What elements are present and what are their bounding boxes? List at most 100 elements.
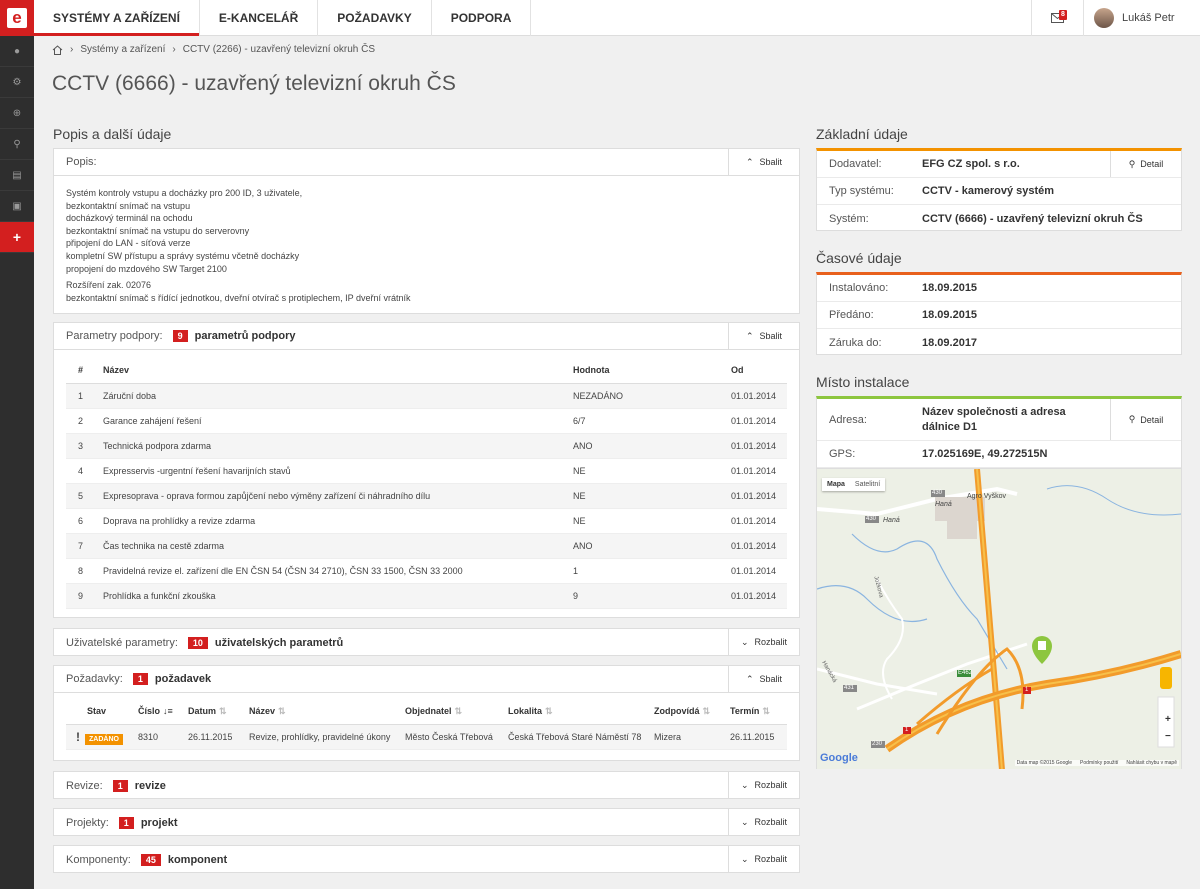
popis-label: Popis:	[66, 156, 97, 168]
book-icon[interactable]: ▤	[0, 160, 34, 191]
nav-podpora[interactable]: Podpora	[432, 0, 532, 36]
nav-systemy[interactable]: Systémy a zařízení	[34, 0, 200, 36]
zoom-in-button[interactable]: +	[1165, 714, 1171, 725]
sort-icon: ⇅	[454, 705, 463, 716]
breadcrumb-parent[interactable]: Systémy a zařízení	[80, 44, 166, 55]
komponenty-count-label: komponent	[167, 853, 228, 866]
pozadavky-panel: Požadavky: 1 požadavek ⌃ Sbalit Stav Čísl…	[53, 665, 800, 761]
description-line: Systém kontroly vstupu a docházky pro 20…	[66, 188, 303, 198]
table-cell: 01.01.2014	[731, 558, 787, 584]
card-icon[interactable]: ▣	[0, 191, 34, 222]
map-label: Haná	[935, 501, 952, 508]
column-header[interactable]: Termín ⇅	[730, 699, 787, 725]
gears-icon[interactable]: ⚙	[0, 67, 34, 98]
table-cell: NE	[573, 508, 731, 534]
info-row: Záruka do: 18.09.2017	[817, 329, 1181, 356]
map-tab[interactable]: Mapa	[827, 481, 845, 488]
info-value: 18.09.2015	[922, 309, 978, 321]
user-menu[interactable]: Lukáš Petr	[1083, 0, 1200, 36]
casove-panel: Instalováno: 18.09.2015 Předáno: 18.09.2…	[816, 272, 1182, 355]
table-cell: 26.11.2015	[730, 724, 787, 750]
table-cell: 01.01.2014	[731, 433, 787, 459]
status-badge: ZADÁNO	[85, 733, 123, 745]
mail-button[interactable]: 8	[1031, 0, 1083, 36]
nav-e-kancelar[interactable]: E-kancelář	[200, 0, 319, 36]
parametry-toggle-button[interactable]: ⌃ Sbalit	[728, 323, 799, 349]
komponenty-count-badge: 45	[140, 853, 161, 866]
uzivatelske-toggle-button[interactable]: ⌄ Rozbalit	[728, 629, 799, 655]
home-icon[interactable]	[52, 44, 63, 55]
chevron-down-icon: ⌄	[740, 816, 749, 827]
map-attribution: Data map ©2015 Google	[1016, 760, 1073, 766]
section-heading-casove: Časové údaje	[816, 250, 902, 266]
table-cell: Česká Třebová Staré Náměstí 78	[508, 724, 654, 750]
projekty-toggle-button[interactable]: ⌄ Rozbalit	[728, 809, 799, 835]
table-cell: NEZADÁNO	[573, 383, 731, 409]
description-line: docházkový terminál na ochodu	[66, 213, 193, 224]
map-canvas[interactable]	[817, 469, 1181, 769]
column-header[interactable]: Datum ⇅	[188, 699, 249, 725]
toggle-label: Sbalit	[759, 157, 783, 167]
map-marker-icon[interactable]	[1032, 636, 1052, 664]
table-cell: NE	[573, 458, 731, 484]
info-row: Předáno: 18.09.2015	[817, 302, 1181, 329]
column-header: Název	[103, 358, 573, 384]
uzivatelske-label: Uživatelské parametry:	[66, 636, 178, 649]
popis-toggle-button[interactable]: ⌃ Sbalit	[728, 149, 799, 175]
user-name: Lukáš Petr	[1122, 12, 1175, 24]
description-line: propojení do mzdového SW Target 2100	[66, 263, 227, 274]
nav-pozadavky[interactable]: Požadavky	[318, 0, 432, 36]
revize-toggle-button[interactable]: ⌄ Rozbalit	[728, 772, 799, 798]
column-header[interactable]: Zodpovídá ⇅	[654, 699, 730, 725]
table-cell: 01.01.2014	[731, 383, 787, 409]
info-label: Předáno:	[829, 309, 874, 321]
dodavatel-detail-button[interactable]: ⚲ Detail	[1110, 151, 1181, 177]
section-heading-misto: Místo instalace	[816, 374, 910, 390]
column-header[interactable]: Objednatel ⇅	[405, 699, 508, 725]
page-title: CCTV (6666) - uzavřený televizní okruh Č…	[52, 72, 456, 95]
table-row: 1 Záruční doba NEZADÁNO 01.01.2014	[66, 383, 787, 409]
map-label: Haná	[883, 517, 900, 524]
table-row: 8 Pravidelná revize el. zařízení dle EN Č…	[66, 558, 787, 584]
target-icon[interactable]: ⊕	[0, 98, 34, 129]
table-cell: 9	[573, 583, 731, 609]
info-value: CCTV (6666) - uzavřený televizní okruh Č…	[922, 212, 1143, 225]
breadcrumb-separator: ›	[70, 44, 74, 55]
plus-icon[interactable]: +	[0, 222, 34, 253]
search-icon[interactable]: ⚲	[0, 129, 34, 160]
table-cell: Doprava na prohlídky a revize zdarma	[103, 508, 573, 534]
table-cell: 8310	[138, 724, 188, 750]
satellite-tab[interactable]: Satelitní	[854, 481, 881, 488]
table-cell: 4	[66, 458, 103, 484]
address-line: Název společnosti a adresa	[922, 405, 1066, 418]
chevron-up-icon: ⌃	[745, 673, 754, 684]
zoom-out-button[interactable]: −	[1165, 731, 1171, 742]
table-cell: 6/7	[573, 408, 731, 434]
app-logo[interactable]: e	[0, 0, 34, 36]
pin-icon[interactable]: ●	[0, 36, 34, 67]
sort-icon: ⇅	[278, 705, 286, 716]
projekty-panel: Projekty: 1 projekt ⌄ Rozbalit	[53, 808, 800, 836]
column-header[interactable]: Stav	[66, 699, 138, 725]
table-cell: Město Česká Třebová	[405, 724, 508, 750]
column-header[interactable]: Název ⇅	[249, 699, 405, 725]
breadcrumb: › Systémy a zařízení › CCTV (2266) - uza…	[52, 44, 375, 55]
description-line: bezkontaktní snímač na vstupu	[66, 200, 191, 211]
road-label: 1	[905, 727, 909, 733]
map-terms-link[interactable]: Podmínky použití	[1080, 760, 1119, 766]
column-header[interactable]: Lokalita ⇅	[508, 699, 654, 725]
komponenty-toggle-button[interactable]: ⌄ Rozbalit	[728, 846, 799, 872]
column-header[interactable]: Číslo ↓≡	[138, 699, 188, 725]
uzivatelske-count-badge: 10	[187, 636, 208, 649]
description-line: bezkontaktní snímač s řídící jednotkou, …	[66, 292, 411, 303]
breadcrumb-separator: ›	[172, 44, 176, 55]
map[interactable]: Mapa Satelitní Agro Vyškov Haná Haná Jož…	[817, 468, 1181, 769]
table-cell: 01.01.2014	[731, 408, 787, 434]
pozadavky-toggle-button[interactable]: ⌃ Sbalit	[728, 666, 799, 692]
adresa-detail-button[interactable]: ⚲ Detail	[1110, 399, 1181, 440]
table-row[interactable]: ! ZADÁNO 8310 26.11.2015 Revize, prohlídk…	[66, 724, 787, 750]
map-report-link[interactable]: Nahlásit chybu v mapě	[1126, 760, 1177, 766]
table-cell: Pravidelná revize el. zařízení dle EN ČS…	[103, 558, 573, 584]
pozadavky-label: Požadavky:	[66, 673, 123, 685]
table-cell: Expresoprava - oprava formou zapůjčení n…	[103, 483, 573, 509]
